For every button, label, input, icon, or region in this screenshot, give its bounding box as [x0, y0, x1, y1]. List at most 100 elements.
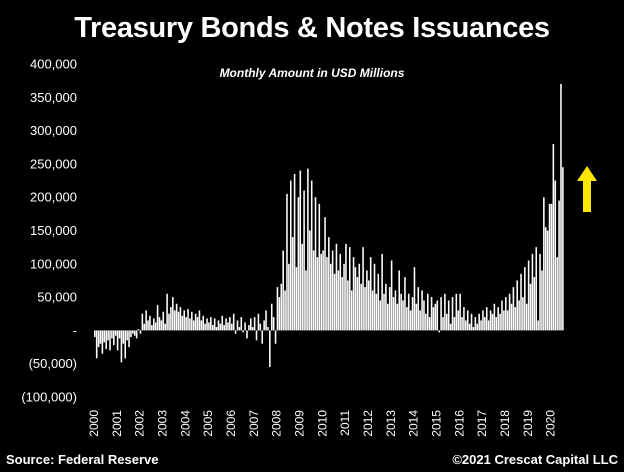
bar: [198, 310, 201, 331]
bar: [442, 317, 444, 331]
bar: [208, 322, 210, 331]
x-tick-label: 2000: [87, 410, 101, 437]
y-tick-label: 150,000: [30, 223, 77, 238]
bar: [447, 300, 450, 331]
bar: [489, 310, 492, 331]
bar: [238, 327, 241, 331]
x-tick-label: 2019: [521, 410, 535, 437]
bar: [280, 283, 283, 331]
bar: [202, 315, 205, 331]
bar: [328, 237, 330, 331]
bar: [267, 327, 269, 331]
bar: [474, 317, 477, 331]
bar: [133, 330, 136, 336]
bar: [457, 310, 459, 331]
bar: [428, 317, 431, 331]
bar: [398, 270, 401, 331]
x-tick-label: 2016: [452, 410, 466, 437]
bar: [482, 310, 484, 331]
bar: [503, 310, 505, 331]
bar: [225, 318, 227, 331]
bar-series: [94, 83, 564, 368]
bar: [94, 330, 96, 338]
bar: [307, 168, 309, 331]
bar: [166, 293, 168, 331]
bar: [179, 307, 182, 331]
bar: [103, 330, 106, 343]
bar: [476, 323, 479, 331]
bar: [128, 330, 130, 348]
bar: [170, 307, 172, 331]
bar: [446, 313, 448, 331]
bar: [160, 320, 163, 331]
bar: [187, 309, 189, 331]
bar: [388, 287, 391, 331]
bar: [537, 320, 539, 331]
bar: [432, 307, 435, 331]
x-tick-label: 2004: [178, 410, 192, 437]
x-tick-label: 2020: [544, 410, 558, 437]
bar: [240, 317, 243, 331]
bar: [520, 273, 522, 331]
bar: [286, 193, 288, 331]
bar: [373, 263, 376, 331]
x-tick-label: 2013: [384, 410, 398, 437]
bar: [196, 317, 199, 331]
bar: [455, 293, 458, 331]
bar: [385, 283, 387, 331]
bar: [291, 237, 294, 331]
bar: [411, 297, 414, 331]
bar: [518, 300, 520, 331]
x-tick-label: 2003: [156, 410, 170, 437]
bar: [303, 190, 305, 331]
y-tick-label: 300,000: [30, 123, 77, 138]
y-tick-label: 100,000: [30, 256, 77, 271]
bar: [533, 277, 536, 331]
bar: [149, 315, 151, 331]
bar: [162, 311, 165, 331]
y-tick-label: 350,000: [30, 90, 77, 105]
bar: [107, 330, 109, 341]
bar: [289, 180, 292, 331]
bar: [215, 327, 218, 331]
x-tick-label: 2006: [224, 410, 238, 437]
bar: [368, 280, 370, 331]
bar: [95, 330, 98, 359]
bar: [544, 227, 547, 331]
bar: [232, 313, 235, 331]
bar: [341, 277, 343, 331]
bar: [183, 310, 185, 331]
bar: [318, 203, 321, 331]
bar: [310, 180, 313, 331]
bar: [219, 323, 222, 331]
bar: [242, 330, 244, 333]
bar: [172, 297, 174, 331]
bar: [130, 330, 132, 338]
bar: [466, 310, 469, 331]
bar: [400, 293, 402, 331]
bar: [535, 247, 538, 331]
bar: [326, 257, 328, 331]
copyright-note: ©2021 Crescat Capital LLC: [452, 452, 618, 467]
bar: [192, 320, 195, 331]
bar: [415, 303, 418, 331]
bar: [529, 283, 532, 331]
bar: [497, 307, 499, 331]
bar: [114, 330, 117, 336]
bar: [177, 311, 180, 331]
bar: [522, 297, 524, 331]
bar: [274, 330, 277, 344]
bar: [484, 317, 486, 331]
bar: [539, 253, 541, 331]
bar: [548, 203, 551, 331]
bar: [407, 293, 410, 331]
bar: [516, 280, 518, 331]
bar: [309, 230, 311, 331]
bar: [531, 253, 534, 331]
bar: [495, 317, 498, 331]
bar: [173, 310, 176, 331]
bar: [371, 290, 374, 331]
bar: [451, 297, 454, 331]
bar: [284, 290, 286, 331]
bar: [554, 180, 557, 331]
